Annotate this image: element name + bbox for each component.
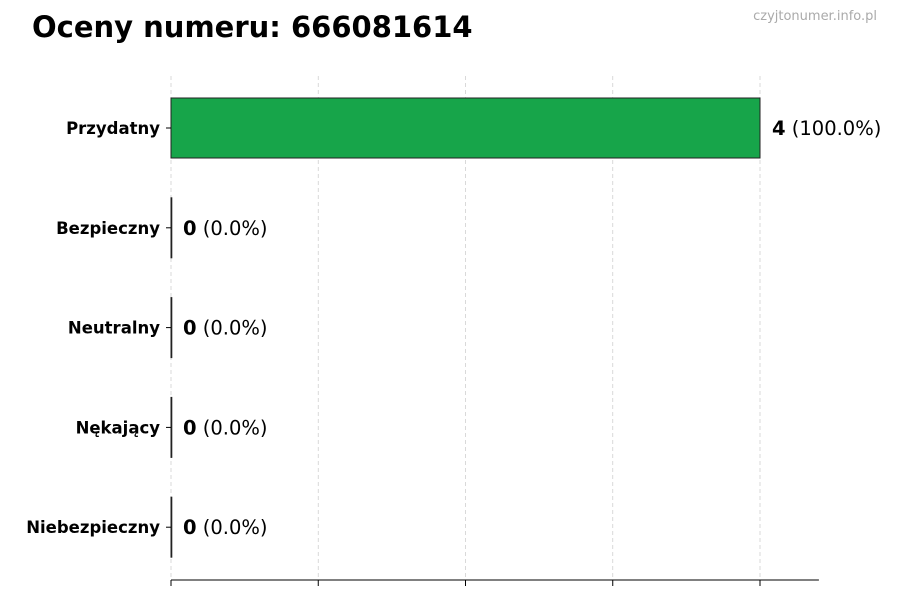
value-count: 0 [183, 416, 197, 439]
value-percent: (100.0%) [786, 117, 882, 140]
category-label: Neutralny [68, 319, 160, 338]
value-count: 0 [183, 217, 197, 240]
bar [170, 496, 173, 558]
value-percent: (0.0%) [197, 217, 268, 240]
bar [170, 97, 761, 159]
value-count: 4 [772, 117, 786, 140]
category-label: Przydatny [66, 119, 160, 138]
bar [170, 396, 173, 458]
value-percent: (0.0%) [197, 416, 268, 439]
watermark: czyjtonumer.info.pl [753, 9, 877, 24]
category-label: Niebezpieczny [26, 518, 160, 537]
value-count: 0 [183, 516, 197, 539]
category-label: Nękający [76, 418, 161, 437]
category-label: Bezpieczny [56, 219, 160, 238]
value-percent: (0.0%) [197, 516, 268, 539]
value-percent: (0.0%) [197, 317, 268, 340]
value-count: 0 [183, 317, 197, 340]
value-label: 0 (0.0%) [183, 516, 268, 539]
bar [170, 297, 173, 359]
value-label: 0 (0.0%) [183, 416, 268, 439]
value-label: 0 (0.0%) [183, 317, 268, 340]
chart-title: Oceny numeru: 666081614 [32, 10, 473, 44]
bar [170, 197, 173, 259]
value-label: 0 (0.0%) [183, 217, 268, 240]
value-label: 4 (100.0%) [772, 117, 881, 140]
